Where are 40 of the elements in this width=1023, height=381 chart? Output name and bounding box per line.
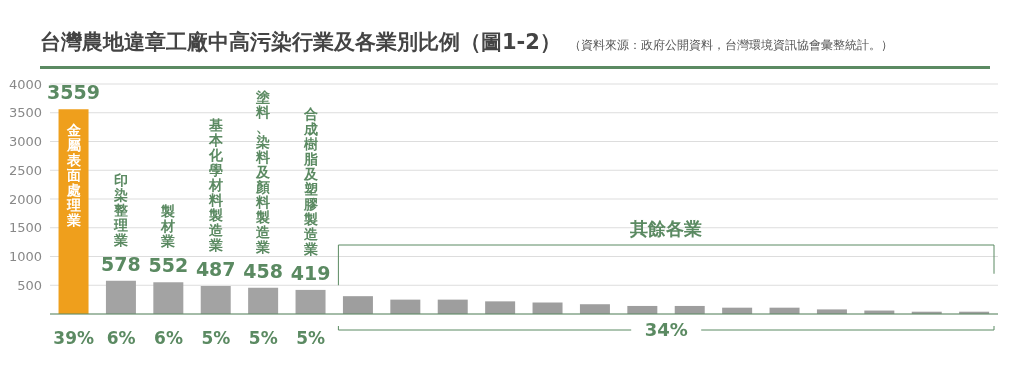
text: 39% [53, 328, 95, 348]
annotation: 其餘各業 [629, 218, 703, 239]
y-tick-label: 500 [17, 277, 42, 293]
data-label: 487 [195, 258, 236, 280]
text: 5% [248, 328, 278, 348]
text: 5% [201, 328, 231, 348]
data-label: 419 [290, 261, 331, 284]
text: 34% [644, 319, 688, 340]
y-tick-label: 2000 [8, 191, 42, 207]
bar [342, 296, 373, 314]
data-label: 3559 [47, 81, 100, 104]
y-tick-label: 3500 [8, 105, 42, 121]
text: 5% [296, 328, 326, 348]
bar [200, 286, 231, 314]
bar [295, 289, 326, 314]
bar [437, 299, 468, 314]
text: 6% [154, 328, 183, 348]
x-tick-label: 金屬表面處理業 [65, 122, 82, 229]
y-tick-label: 2500 [8, 162, 42, 178]
category-label: 塗料、染料及顏料製造業 [256, 88, 271, 255]
bar [485, 301, 516, 314]
y-tick-label: 1000 [8, 249, 42, 265]
bar [248, 287, 279, 314]
y-tick-label: 3000 [8, 134, 42, 150]
bar [390, 299, 421, 314]
x-tick-label: 製材業 [160, 203, 176, 250]
category-label: 基本化學材料製造業 [208, 117, 223, 253]
y-tick-label: 1500 [8, 220, 42, 236]
y-tick-label: 4000 [8, 76, 42, 92]
text: 6% [106, 328, 136, 348]
data-label: 458 [243, 259, 283, 282]
data-label: 578 [101, 252, 141, 275]
bar [153, 282, 184, 314]
chart-subtitle: （資料來源：政府公開資料，台灣環境資訊協會彙整統計。） [568, 37, 893, 54]
x-tick-label: 印染整理業 [112, 171, 129, 248]
bar [579, 304, 610, 314]
category-label: 合成樹脂及塑膠製造業 [303, 105, 318, 257]
bar [105, 280, 136, 314]
data-label: 552 [148, 254, 189, 277]
chart-title: 台灣農地違章工廠中高污染行業及各業別比例（圖1-2） [40, 29, 561, 56]
